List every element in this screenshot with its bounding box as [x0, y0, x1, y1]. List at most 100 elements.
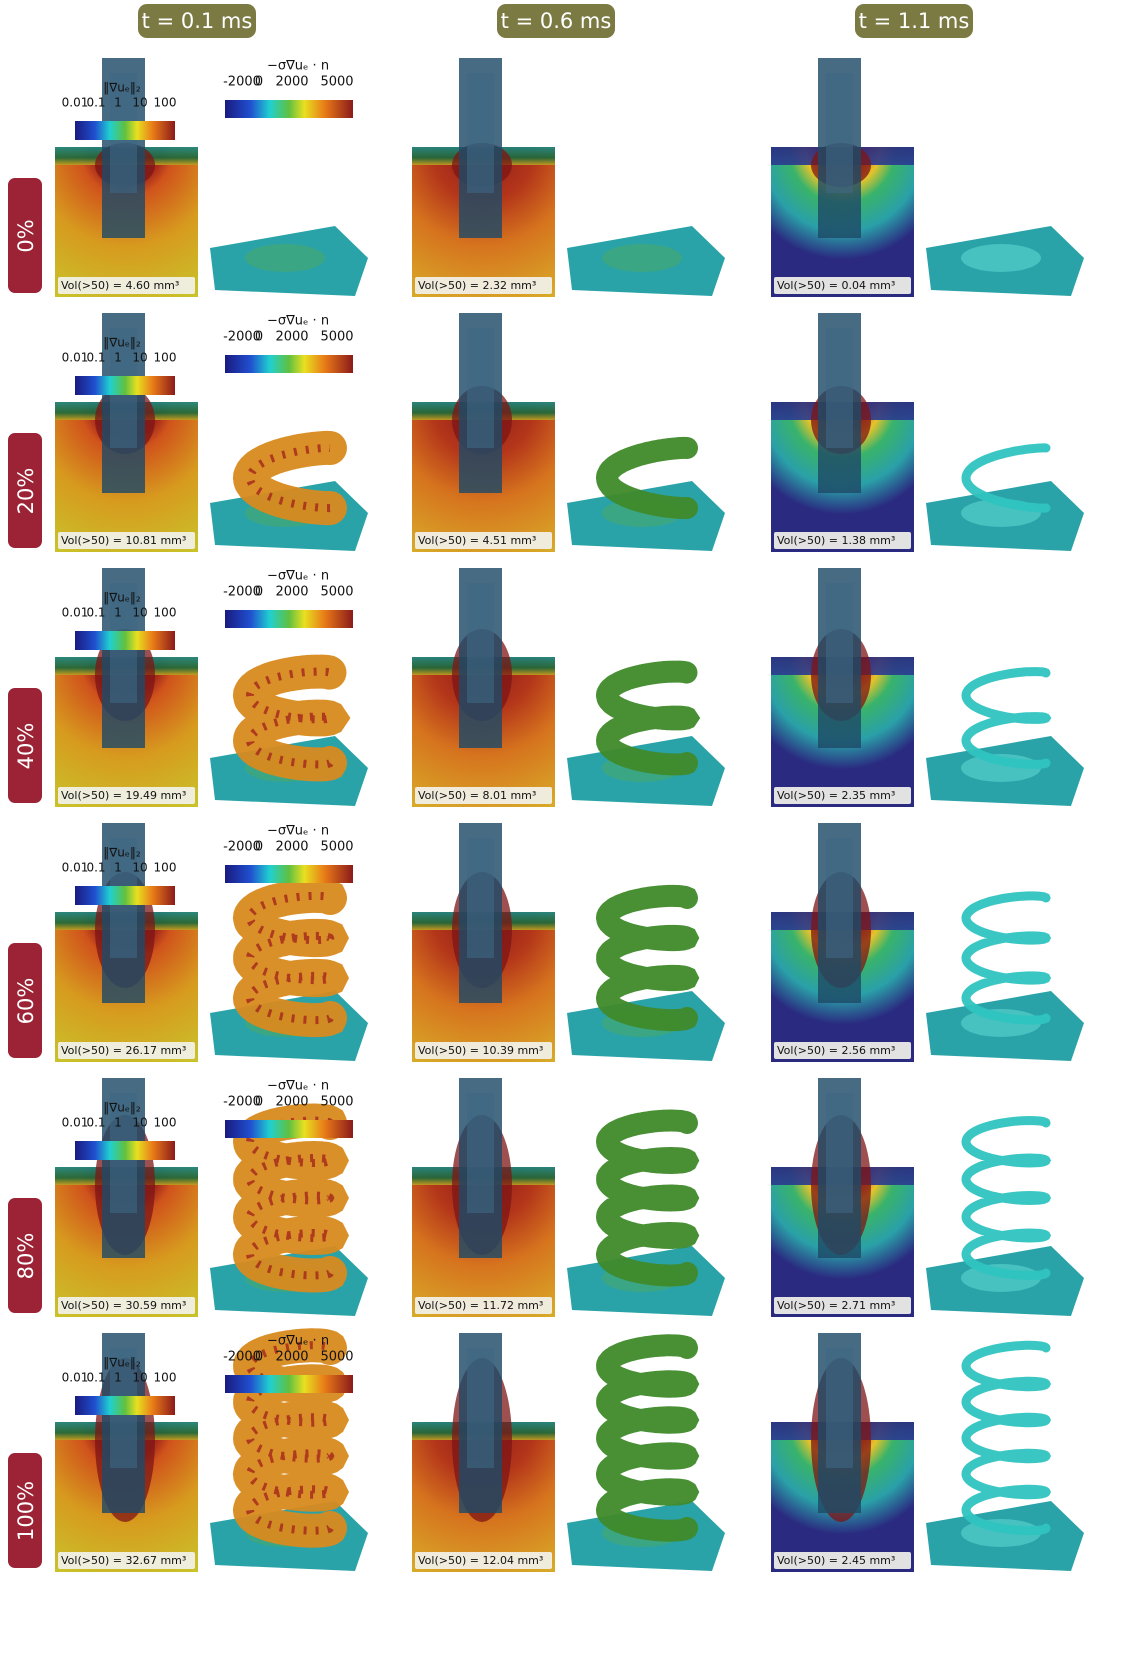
current-spiral [595, 1109, 700, 1287]
current-tick: 5000 [320, 840, 353, 855]
grad-norm-label: ‖∇uₑ‖₂ [103, 1356, 141, 1370]
electrode-inner [826, 1348, 853, 1468]
grad-norm-tick: 0.1 [86, 1371, 105, 1385]
row-label-bg [8, 178, 42, 293]
row-label-bg [8, 688, 42, 803]
grad-norm-colorbar [75, 376, 175, 395]
current-spiral [595, 436, 698, 520]
grad-norm-tick: 10 [132, 351, 147, 365]
volume-label: Vol(>50) = 2.32 mm³ [418, 279, 536, 292]
current-spiral [961, 891, 1052, 1025]
grad-norm-tick: 0.1 [86, 96, 105, 110]
volume-label: Vol(>50) = 2.71 mm³ [777, 1299, 895, 1312]
current-spiral [232, 430, 347, 526]
grad-norm-tick: 1 [114, 351, 122, 365]
volume-label: Vol(>50) = 26.17 mm³ [61, 1044, 186, 1057]
volume-label-bg [774, 532, 911, 549]
grad-norm-tick: 0.1 [86, 351, 105, 365]
grad-norm-tick: 100 [154, 861, 177, 875]
current-tick: 2000 [275, 585, 308, 600]
current-label: −σ∇uₑ · n [267, 59, 329, 74]
current-tick: 0 [255, 75, 263, 90]
column-header: t = 0.1 ms [142, 9, 253, 33]
grad-norm-tick: 0.01 [62, 1371, 89, 1385]
current-spiral [961, 443, 1051, 513]
current-tick: 0 [255, 585, 263, 600]
volume-label: Vol(>50) = 12.04 mm³ [418, 1554, 543, 1567]
column-header-bg [855, 4, 973, 38]
row-label: 80% [14, 1233, 38, 1280]
grad-norm-label: ‖∇uₑ‖₂ [103, 336, 141, 350]
electrode-inner [826, 73, 853, 193]
current-tick: 2000 [275, 840, 308, 855]
volume-label-bg [58, 1552, 195, 1569]
volume-label-bg [774, 1297, 911, 1314]
row-label: 100% [14, 1481, 38, 1541]
current-spiral [232, 1328, 350, 1548]
column-header: t = 1.1 ms [859, 9, 970, 33]
grad-norm-tick: 0.01 [62, 861, 89, 875]
volume-label: Vol(>50) = 11.72 mm³ [418, 1299, 543, 1312]
grad-norm-tick: 10 [132, 861, 147, 875]
volume-label: Vol(>50) = 30.59 mm³ [61, 1299, 186, 1312]
row-label: 0% [14, 219, 38, 252]
grad-norm-label: ‖∇uₑ‖₂ [103, 591, 141, 605]
volume-label: Vol(>50) = 0.04 mm³ [777, 279, 895, 292]
current-spiral [961, 1340, 1052, 1536]
volume-label: Vol(>50) = 2.56 mm³ [777, 1044, 895, 1057]
current-colorbar [225, 610, 353, 628]
current-tick: 2000 [275, 330, 308, 345]
volume-label-bg [774, 1042, 911, 1059]
electrode-inner [826, 1093, 853, 1213]
grad-norm-tick: 1 [114, 1371, 122, 1385]
current-spiral [595, 660, 701, 776]
electrode-inner [467, 1348, 494, 1468]
volume-label-bg [415, 277, 552, 294]
volume-label-bg [58, 1042, 195, 1059]
current-tick: 5000 [320, 1095, 353, 1110]
volume-label-bg [415, 1297, 552, 1314]
row-label-bg [8, 1198, 42, 1313]
current-label: −σ∇uₑ · n [267, 1334, 329, 1349]
column-header-bg [138, 4, 256, 38]
volume-label: Vol(>50) = 19.49 mm³ [61, 789, 186, 802]
current-label: −σ∇uₑ · n [267, 824, 329, 839]
grad-norm-tick: 10 [132, 96, 147, 110]
grad-norm-colorbar [75, 121, 175, 140]
grad-norm-tick: 100 [154, 1116, 177, 1130]
row-label: 40% [14, 723, 38, 770]
row-label-bg [8, 433, 42, 548]
grad-norm-tick: 0.01 [62, 606, 89, 620]
current-tick: 5000 [320, 1350, 353, 1365]
grad-norm-tick: 10 [132, 1116, 147, 1130]
grad-norm-colorbar [75, 631, 175, 650]
row-label-bg [8, 943, 42, 1058]
current-tick: -2000 [223, 585, 261, 600]
volume-label: Vol(>50) = 4.51 mm³ [418, 534, 536, 547]
grad-norm-tick: 10 [132, 1371, 147, 1385]
surface-spot [961, 244, 1041, 272]
current-tick: 5000 [320, 330, 353, 345]
grad-norm-tick: 1 [114, 861, 122, 875]
volume-label: Vol(>50) = 10.81 mm³ [61, 534, 186, 547]
electrode-inner [467, 73, 494, 193]
column-header-bg [497, 4, 615, 38]
volume-label-bg [58, 277, 195, 294]
current-tick: 2000 [275, 75, 308, 90]
volume-label: Vol(>50) = 2.45 mm³ [777, 1554, 895, 1567]
current-spiral [595, 1334, 700, 1542]
grad-norm-tick: 0.01 [62, 351, 89, 365]
electrode-inner [467, 583, 494, 703]
grad-norm-tick: 0.01 [62, 96, 89, 110]
grad-norm-tick: 0.1 [86, 861, 105, 875]
electrode-inner [826, 838, 853, 958]
volume-label: Vol(>50) = 10.39 mm³ [418, 1044, 543, 1057]
grad-norm-colorbar [75, 1141, 175, 1160]
volume-label-bg [415, 1042, 552, 1059]
current-label: −σ∇uₑ · n [267, 1079, 329, 1094]
volume-label-bg [58, 1297, 195, 1314]
current-tick: 2000 [275, 1350, 308, 1365]
electrode-inner [826, 328, 853, 448]
current-tick: 0 [255, 840, 263, 855]
current-tick: 0 [255, 330, 263, 345]
